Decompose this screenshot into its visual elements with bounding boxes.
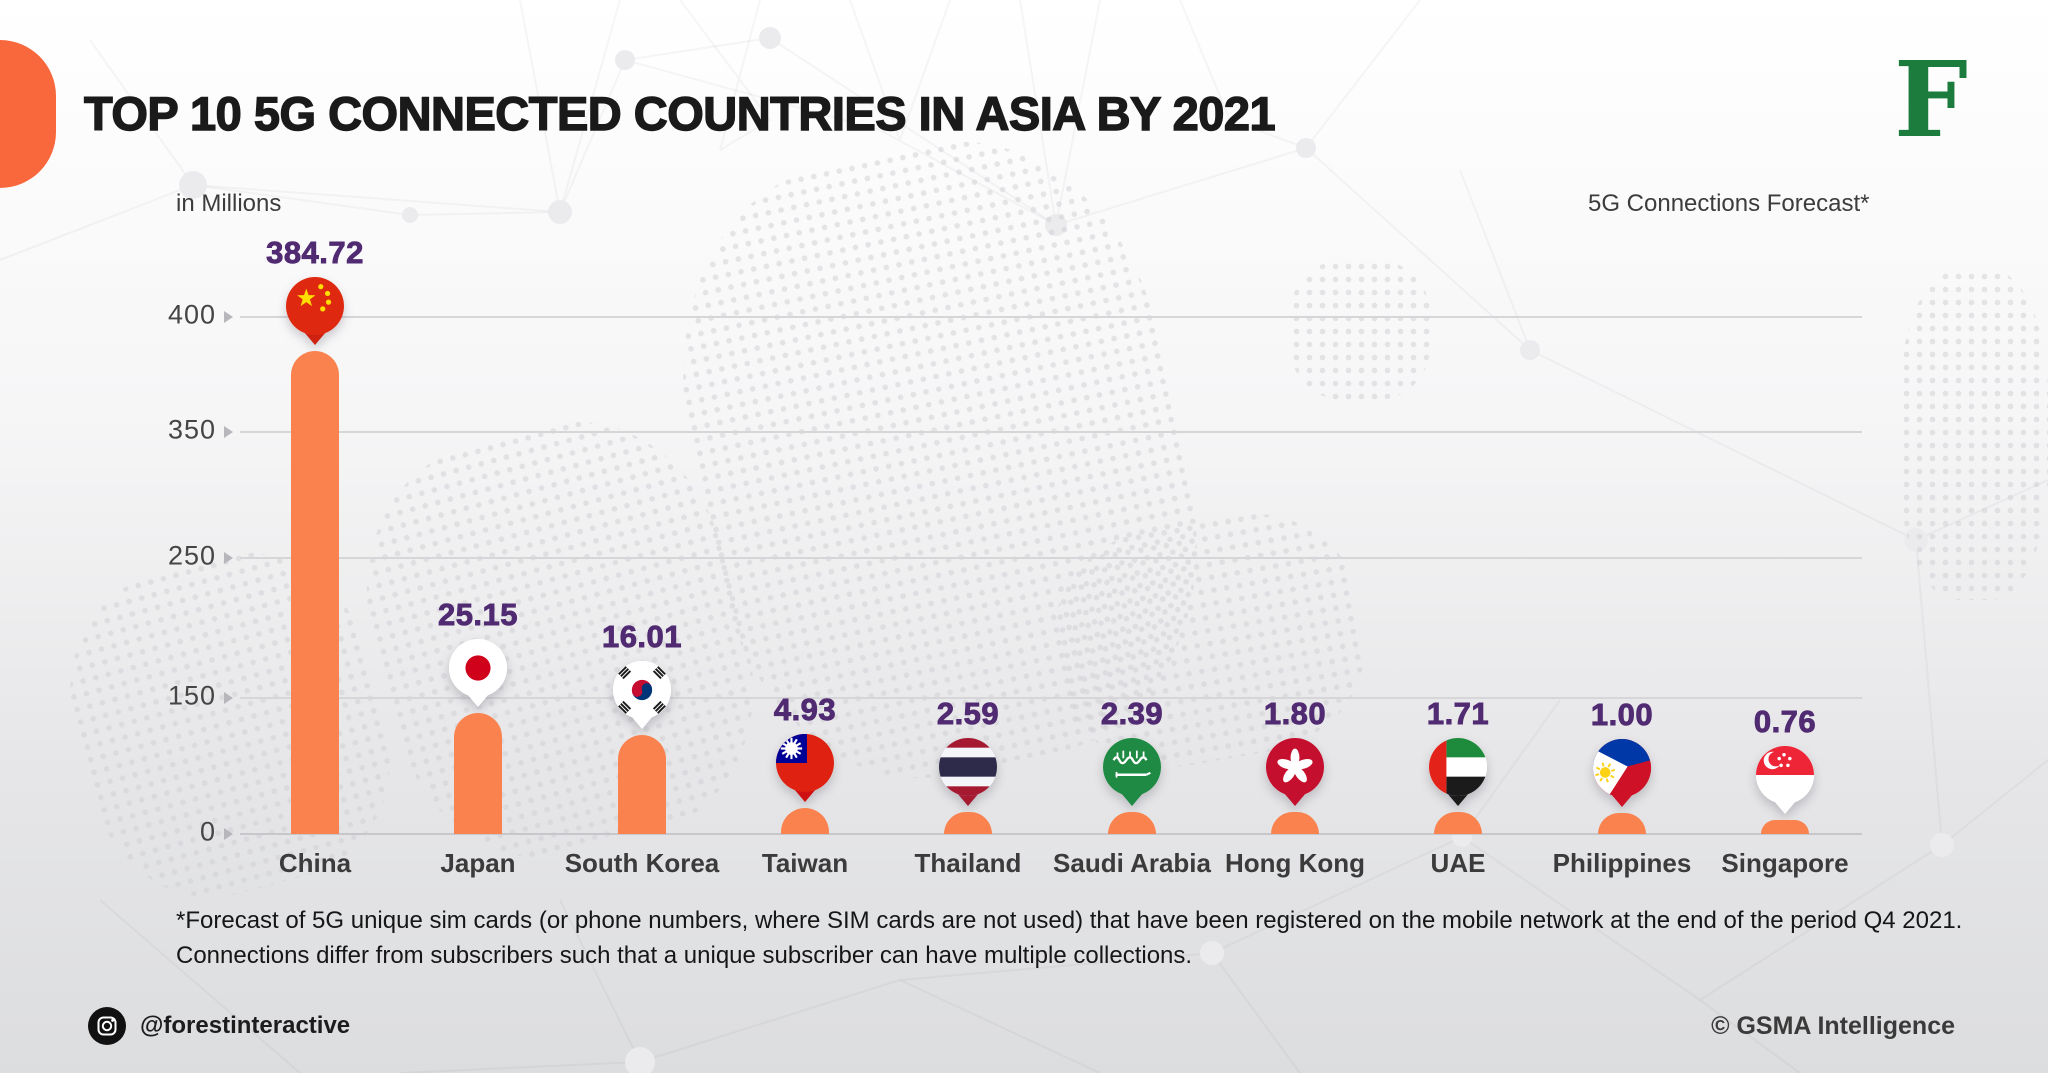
value-label: 1.00: [1590, 697, 1654, 733]
flag-pin-china: [284, 277, 346, 345]
country-label: Hong Kong: [1224, 848, 1366, 878]
tick-arrow-icon: [224, 692, 233, 704]
flag-pin-philippines: [1591, 739, 1653, 807]
value-label: 1.71: [1426, 696, 1490, 732]
flag-singapore-icon: [1756, 746, 1814, 804]
pin-tail: [631, 716, 653, 729]
value-label: 25.15: [437, 597, 519, 633]
value-label: 0.76: [1753, 704, 1817, 740]
y-tick-label: 0: [199, 816, 216, 847]
bar-singapore: [1761, 820, 1809, 834]
bar-uae: [1434, 812, 1482, 834]
pin-tail: [1284, 793, 1306, 806]
y-tick-label: 250: [167, 540, 216, 571]
flag-pin-south-korea: [611, 661, 673, 729]
pin-tail: [304, 332, 326, 345]
value-label: 2.59: [936, 696, 1000, 732]
pin-tail: [957, 793, 979, 806]
bar-china: [291, 351, 339, 834]
bar-philippines: [1598, 813, 1646, 834]
y-axis-unit-label: in Millions: [176, 190, 282, 217]
y-tick-label: 400: [167, 299, 216, 330]
column-thailand: 2.59 Thailand: [878, 0, 1058, 1073]
country-label: Japan: [440, 848, 516, 878]
tick-arrow-icon: [224, 552, 233, 564]
country-label: China: [278, 848, 352, 878]
column-south-korea: 16.01 South Korea: [552, 0, 732, 1073]
copyright-label: © GSMA Intelligence: [1711, 1012, 1955, 1040]
flag-pin-saudi-arabia: [1101, 738, 1163, 806]
footnote-line-1: *Forecast of 5G unique sim cards (or pho…: [176, 907, 1963, 934]
bar-south-korea: [618, 735, 666, 834]
country-label: Philippines: [1552, 848, 1692, 878]
flag-saudi-arabia-icon: [1103, 738, 1161, 796]
bar-hong-kong: [1271, 812, 1319, 834]
bar-saudi-arabia: [1108, 812, 1156, 834]
flag-south-korea-icon: [613, 661, 671, 719]
tick-arrow-icon: [224, 426, 233, 438]
pin-tail: [1774, 801, 1796, 814]
tick-arrow-icon: [224, 828, 233, 840]
flag-china-icon: [286, 277, 344, 335]
column-uae: 1.71 UAE: [1368, 0, 1548, 1073]
forest-interactive-logo: F: [1894, 38, 1968, 161]
header-accent-shape: [0, 40, 56, 188]
y-tick-label: 350: [167, 414, 216, 445]
column-saudi-arabia: 2.39 Saudi Arabia: [1042, 0, 1222, 1073]
flag-pin-japan: [447, 639, 509, 707]
bar-japan: [454, 713, 502, 834]
flag-philippines-icon: [1593, 739, 1651, 797]
country-label: South Korea: [564, 848, 720, 878]
value-label: 1.80: [1263, 696, 1327, 732]
column-japan: 25.15 Japan: [388, 0, 568, 1073]
column-singapore: 0.76 Singapore: [1695, 0, 1875, 1073]
country-label: Thailand: [914, 848, 1022, 878]
column-hong-kong: 1.80 Hong Kong: [1205, 0, 1385, 1073]
value-label: 4.93: [773, 692, 837, 728]
footnote-line-2: Connections differ from subscribers such…: [176, 942, 1193, 969]
country-label: Taiwan: [761, 848, 849, 878]
page-title: TOP 10 5G CONNECTED COUNTRIES IN ASIA BY…: [83, 86, 1276, 140]
flag-pin-singapore: [1754, 746, 1816, 814]
tick-arrow-icon: [224, 311, 233, 323]
instagram-icon: [88, 1007, 126, 1045]
pin-tail: [467, 694, 489, 707]
pin-tail: [794, 789, 816, 802]
pin-tail: [1611, 794, 1633, 807]
instagram-attribution: @forestinteractive: [88, 1006, 350, 1046]
instagram-handle: @forestinteractive: [140, 1012, 351, 1039]
dot-map-decoration: [1900, 270, 2048, 600]
flag-pin-uae: [1427, 738, 1489, 806]
value-label: 2.39: [1100, 696, 1164, 732]
value-label: 16.01: [601, 619, 683, 655]
pin-tail: [1447, 793, 1469, 806]
flag-japan-icon: [449, 639, 507, 697]
column-china: 384.72 China: [225, 0, 405, 1073]
value-label: 384.72: [266, 235, 364, 271]
y-tick-label: 150: [167, 680, 216, 711]
flag-thailand-icon: [939, 738, 997, 796]
footnote: *Forecast of 5G unique sim cards (or pho…: [176, 903, 1966, 973]
bar-thailand: [944, 812, 992, 834]
flag-pin-hong-kong: [1264, 738, 1326, 806]
forecast-note-label: 5G Connections Forecast*: [1588, 190, 1870, 217]
bar-taiwan: [781, 808, 829, 834]
flag-uae-icon: [1429, 738, 1487, 796]
country-label: UAE: [1430, 848, 1486, 878]
column-taiwan: 4.93 Taiwan: [715, 0, 895, 1073]
flag-pin-thailand: [937, 738, 999, 806]
column-philippines: 1.00 Philippines: [1532, 0, 1712, 1073]
flag-pin-taiwan: [774, 734, 836, 802]
flag-taiwan-icon: [776, 734, 834, 792]
pin-tail: [1121, 793, 1143, 806]
country-label: Singapore: [1721, 848, 1849, 878]
flag-hong-kong-icon: [1266, 738, 1324, 796]
country-label: Saudi Arabia: [1053, 848, 1211, 878]
